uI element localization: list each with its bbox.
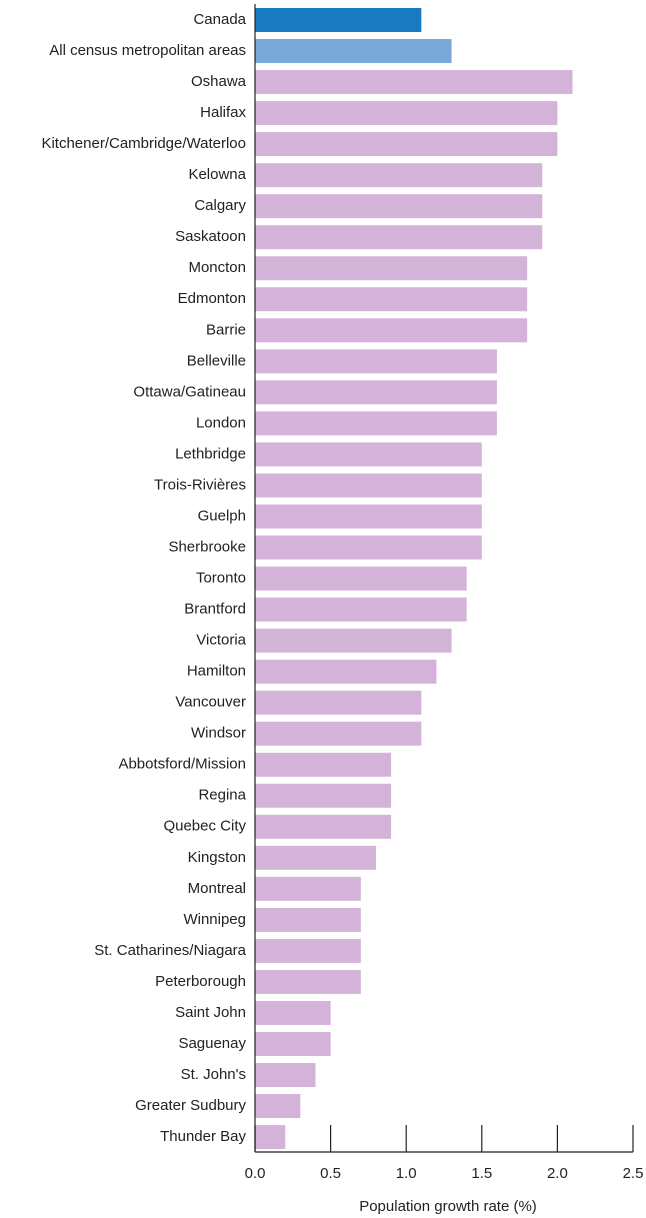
y-tick-label: Barrie [206, 321, 246, 338]
y-tick-label: St. Catharines/Niagara [94, 942, 246, 959]
bar [255, 938, 361, 963]
x-tick-label: 0.5 [320, 1165, 341, 1182]
bar [255, 473, 482, 498]
y-tick-label: Halifax [200, 104, 246, 121]
bar [255, 659, 437, 684]
bar [255, 1031, 331, 1056]
y-tick-label: Hamilton [187, 663, 246, 680]
bar [255, 70, 573, 95]
bar [255, 504, 482, 529]
y-tick-label: Toronto [196, 570, 246, 587]
x-tick-label: 1.5 [471, 1165, 492, 1182]
bar [255, 752, 392, 777]
bar [255, 690, 422, 715]
bar [255, 566, 467, 591]
bar [255, 907, 361, 932]
y-tick-label: Ottawa/Gatineau [133, 383, 246, 400]
bar [255, 969, 361, 994]
y-tick-label: Abbotsford/Mission [118, 756, 246, 773]
y-tick-label: Saint John [175, 1004, 246, 1021]
bar [255, 1000, 331, 1025]
y-tick-label: Kitchener/Cambridge/Waterloo [41, 135, 246, 152]
bar [255, 8, 422, 32]
y-tick-label: Quebec City [163, 818, 246, 835]
bar [255, 783, 392, 808]
bar [255, 349, 497, 374]
bar [255, 39, 452, 64]
y-tick-label: Montreal [188, 880, 246, 897]
y-tick-label: All census metropolitan areas [49, 42, 246, 59]
bar [255, 1125, 286, 1150]
y-tick-label: Kingston [188, 849, 246, 866]
y-tick-label: Vancouver [175, 694, 246, 711]
y-tick-label: Greater Sudbury [135, 1097, 246, 1114]
bar [255, 256, 528, 281]
y-tick-label: Moncton [188, 259, 246, 276]
y-tick-label: Sherbrooke [168, 538, 246, 555]
bar [255, 845, 376, 870]
x-tick-label: 2.5 [623, 1165, 644, 1182]
y-tick-label: Belleville [187, 352, 246, 369]
y-tick-label: Windsor [191, 725, 246, 742]
y-tick-label: Victoria [196, 632, 246, 649]
x-tick-label: 2.0 [547, 1165, 568, 1182]
bar [255, 132, 558, 157]
y-tick-label: Regina [198, 787, 246, 804]
y-tick-label: Lethbridge [175, 445, 246, 462]
y-tick-label: St. John's [181, 1066, 246, 1083]
y-tick-label: Peterborough [155, 973, 246, 990]
y-tick-label: London [196, 414, 246, 431]
bar [255, 1063, 316, 1088]
y-tick-label: Brantford [184, 601, 246, 618]
y-tick-label: Trois-Rivières [154, 476, 246, 493]
bar [255, 194, 543, 219]
bar [255, 442, 482, 467]
x-tick-label: 0.0 [245, 1165, 266, 1182]
x-axis-label: Population growth rate (%) [359, 1198, 537, 1215]
bar [255, 628, 452, 653]
bar [255, 318, 528, 343]
bar [255, 1094, 301, 1119]
y-tick-label: Thunder Bay [160, 1128, 246, 1145]
x-tick-label: 1.0 [396, 1165, 417, 1182]
y-tick-label: Calgary [194, 197, 246, 214]
bar [255, 535, 482, 560]
bar [255, 597, 467, 622]
bar [255, 721, 422, 746]
bar [255, 876, 361, 901]
y-tick-label: Saskatoon [175, 228, 246, 245]
y-tick-label: Oshawa [191, 73, 247, 90]
bar [255, 163, 543, 188]
bar [255, 411, 497, 436]
y-tick-label: Winnipeg [183, 911, 246, 928]
bar [255, 814, 392, 839]
y-tick-label: Canada [193, 11, 246, 28]
y-tick-label: Kelowna [188, 166, 246, 183]
y-tick-label: Saguenay [178, 1035, 246, 1052]
bar [255, 225, 543, 250]
y-tick-label: Edmonton [178, 290, 246, 307]
bar [255, 380, 497, 405]
y-tick-label: Guelph [198, 507, 246, 524]
bar [255, 287, 528, 312]
bar [255, 101, 558, 126]
